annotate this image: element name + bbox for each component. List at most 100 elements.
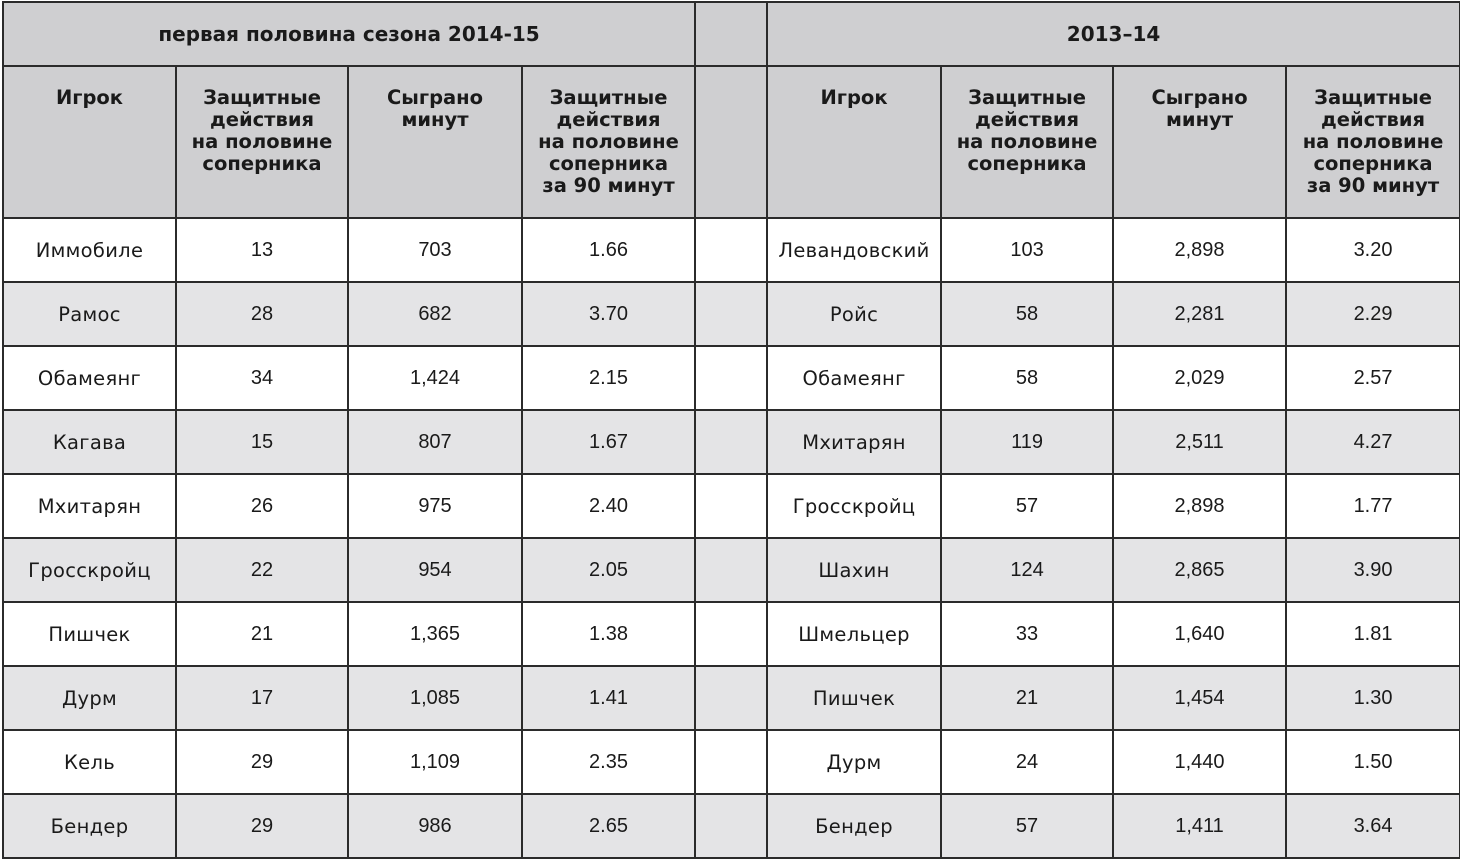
- header-player-right: Игрок: [766, 65, 943, 219]
- right-player-name: Ройс: [766, 281, 943, 347]
- right-player-name: Бендер: [766, 793, 943, 859]
- header-player-left: Игрок: [2, 65, 177, 219]
- left-per90-cell: 2.40: [520, 473, 697, 539]
- left-actions-cell: 26: [175, 473, 349, 539]
- column-gap: [694, 537, 769, 603]
- right-per90-cell: 3.20: [1285, 217, 1460, 283]
- table-row: Иммобиле 13 703 1.66 Левандовский 103 2,898 3.2…: [2, 217, 1460, 283]
- left-per90-cell: 1.67: [520, 409, 697, 475]
- header-per90-right: Защитные действия на половине соперника …: [1285, 65, 1460, 219]
- column-gap: [694, 793, 769, 859]
- right-minutes-cell: 1,440: [1112, 729, 1288, 795]
- left-player-name: Пишчек: [2, 601, 177, 667]
- table-row: Пишчек 21 1,365 1.38 Шмельцер 33 1,640 1.81: [2, 601, 1460, 667]
- right-per90-cell: 4.27: [1285, 409, 1460, 475]
- left-player-name: Бендер: [2, 793, 177, 859]
- left-per90-cell: 3.70: [520, 281, 697, 347]
- right-minutes-cell: 2,281: [1112, 281, 1288, 347]
- left-actions-cell: 34: [175, 345, 349, 411]
- right-per90-cell: 1.81: [1285, 601, 1460, 667]
- left-per90-cell: 2.65: [520, 793, 697, 859]
- left-actions-cell: 13: [175, 217, 349, 283]
- table-row: Мхитарян 26 975 2.40 Гросскройц 57 2,898 1.77: [2, 473, 1460, 539]
- left-player-name: Иммобиле: [2, 217, 177, 283]
- right-player-name: Дурм: [766, 729, 943, 795]
- left-per90-cell: 1.41: [520, 665, 697, 731]
- left-per90-cell: 2.15: [520, 345, 697, 411]
- left-actions-cell: 28: [175, 281, 349, 347]
- column-gap: [694, 217, 769, 283]
- right-per90-cell: 2.29: [1285, 281, 1460, 347]
- table-row: Бендер 29 986 2.65 Бендер 57 1,411 3.64: [2, 793, 1460, 859]
- left-actions-cell: 29: [175, 793, 349, 859]
- right-actions-cell: 58: [940, 281, 1115, 347]
- column-gap: [694, 1, 769, 67]
- left-minutes-cell: 1,424: [347, 345, 523, 411]
- right-minutes-cell: 2,898: [1112, 217, 1288, 283]
- right-per90-cell: 3.90: [1285, 537, 1460, 603]
- left-minutes-cell: 1,085: [347, 665, 523, 731]
- header-defensive-actions-left: Защитные действия на половине соперника: [175, 65, 349, 219]
- table-row: Дурм 17 1,085 1.41 Пишчек 21 1,454 1.30: [2, 665, 1460, 731]
- column-gap: [694, 65, 769, 219]
- left-minutes-cell: 703: [347, 217, 523, 283]
- left-actions-cell: 15: [175, 409, 349, 475]
- right-minutes-cell: 2,029: [1112, 345, 1288, 411]
- left-actions-cell: 17: [175, 665, 349, 731]
- right-actions-cell: 57: [940, 793, 1115, 859]
- header-per90-left: Защитные действия на половине соперника …: [520, 65, 697, 219]
- right-actions-cell: 33: [940, 601, 1115, 667]
- right-per90-cell: 1.50: [1285, 729, 1460, 795]
- table-body: Иммобиле 13 703 1.66 Левандовский 103 2,898 3.2…: [2, 217, 1460, 859]
- left-actions-cell: 22: [175, 537, 349, 603]
- table-row: Рамос 28 682 3.70 Ройс 58 2,281 2.29: [2, 281, 1460, 347]
- right-minutes-cell: 1,454: [1112, 665, 1288, 731]
- left-minutes-cell: 1,109: [347, 729, 523, 795]
- right-minutes-cell: 1,640: [1112, 601, 1288, 667]
- left-minutes-cell: 682: [347, 281, 523, 347]
- right-player-name: Пишчек: [766, 665, 943, 731]
- right-per90-cell: 2.57: [1285, 345, 1460, 411]
- season-right-title: 2013–14: [766, 1, 1460, 67]
- left-player-name: Рамос: [2, 281, 177, 347]
- season-left-title: первая половина сезона 2014-15: [1, 1, 697, 67]
- right-actions-cell: 57: [940, 473, 1115, 539]
- table-row: Кагава 15 807 1.67 Мхитарян 119 2,511 4.27: [2, 409, 1460, 475]
- left-per90-cell: 2.05: [520, 537, 697, 603]
- header-minutes-left: Сыграно минут: [347, 65, 523, 219]
- column-gap: [694, 473, 769, 539]
- left-per90-cell: 1.66: [520, 217, 697, 283]
- column-gap: [694, 729, 769, 795]
- left-player-name: Кагава: [2, 409, 177, 475]
- column-gap: [694, 601, 769, 667]
- table-row: Обамеянг 34 1,424 2.15 Обамеянг 58 2,029 2.57: [2, 345, 1460, 411]
- left-minutes-cell: 986: [347, 793, 523, 859]
- right-actions-cell: 103: [940, 217, 1115, 283]
- column-gap: [694, 345, 769, 411]
- right-minutes-cell: 2,511: [1112, 409, 1288, 475]
- table-row: Гросскройц 22 954 2.05 Шахин 124 2,865 3.90: [2, 537, 1460, 603]
- header-defensive-actions-right: Защитные действия на половине соперника: [940, 65, 1115, 219]
- left-player-name: Кель: [2, 729, 177, 795]
- left-player-name: Гросскройц: [2, 537, 177, 603]
- column-header-row: Игрок Защитные действия на половине сопе…: [2, 65, 1460, 219]
- left-player-name: Обамеянг: [2, 345, 177, 411]
- left-player-name: Дурм: [2, 665, 177, 731]
- left-minutes-cell: 975: [347, 473, 523, 539]
- column-gap: [694, 281, 769, 347]
- right-per90-cell: 1.30: [1285, 665, 1460, 731]
- right-actions-cell: 58: [940, 345, 1115, 411]
- right-per90-cell: 3.64: [1285, 793, 1460, 859]
- right-minutes-cell: 2,865: [1112, 537, 1288, 603]
- table-row: Кель 29 1,109 2.35 Дурм 24 1,440 1.50: [2, 729, 1460, 795]
- left-per90-cell: 2.35: [520, 729, 697, 795]
- right-actions-cell: 124: [940, 537, 1115, 603]
- left-minutes-cell: 954: [347, 537, 523, 603]
- right-actions-cell: 21: [940, 665, 1115, 731]
- column-gap: [694, 409, 769, 475]
- left-minutes-cell: 807: [347, 409, 523, 475]
- header-minutes-right: Сыграно минут: [1112, 65, 1288, 219]
- right-player-name: Шмельцер: [766, 601, 943, 667]
- right-per90-cell: 1.77: [1285, 473, 1460, 539]
